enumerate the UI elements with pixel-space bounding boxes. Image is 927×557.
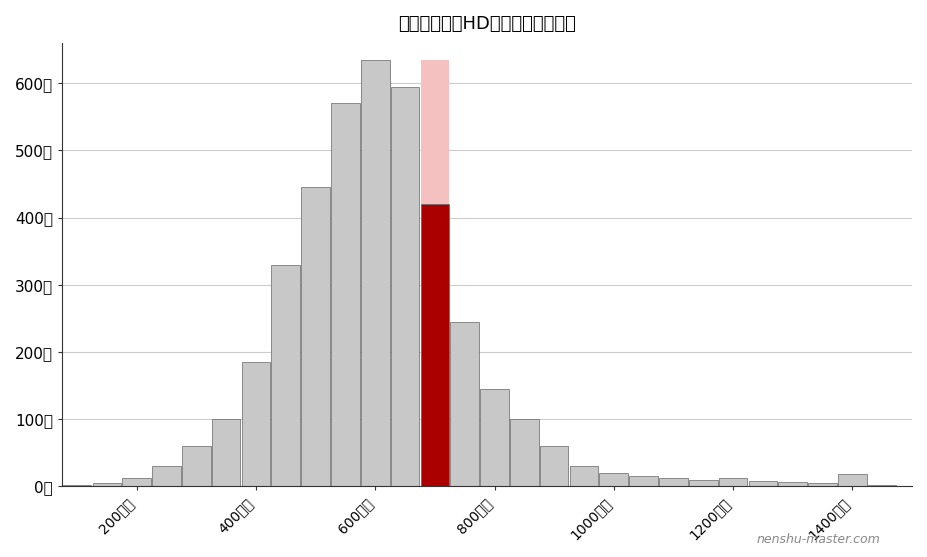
Bar <box>838 475 867 486</box>
Bar <box>749 481 777 486</box>
Bar <box>808 483 837 486</box>
Bar <box>301 187 330 486</box>
Title: マースグルーHDの年収ポジション: マースグルーHDの年収ポジション <box>398 15 576 33</box>
Bar <box>361 60 389 486</box>
Bar <box>212 419 240 486</box>
Bar <box>122 478 151 486</box>
Bar <box>182 446 210 486</box>
Bar <box>391 86 419 486</box>
Bar <box>689 480 717 486</box>
Bar <box>868 485 896 486</box>
Bar <box>510 419 539 486</box>
Bar <box>421 60 450 486</box>
Bar <box>152 466 181 486</box>
Bar <box>718 478 747 486</box>
Bar <box>659 478 688 486</box>
Bar <box>451 322 479 486</box>
Bar <box>93 483 121 486</box>
Text: nenshu-master.com: nenshu-master.com <box>757 533 881 546</box>
Bar <box>331 104 360 486</box>
Bar <box>272 265 300 486</box>
Bar <box>480 389 509 486</box>
Bar <box>629 476 658 486</box>
Bar <box>570 466 598 486</box>
Bar <box>540 446 568 486</box>
Bar <box>779 482 807 486</box>
Bar <box>421 204 450 486</box>
Bar <box>63 485 92 486</box>
Bar <box>600 473 629 486</box>
Bar <box>242 362 271 486</box>
